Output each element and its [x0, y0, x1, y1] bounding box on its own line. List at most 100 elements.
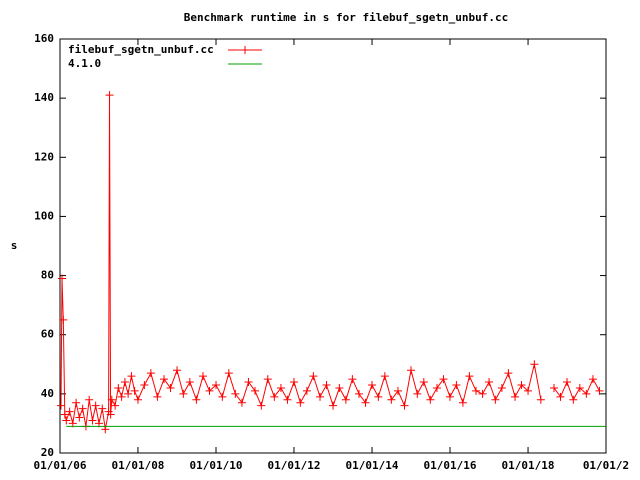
point-marker [106, 410, 115, 419]
point-marker [536, 395, 545, 404]
point-marker [361, 398, 370, 407]
y-tick-label: 120 [34, 150, 54, 163]
point-marker [374, 392, 383, 401]
point-marker [218, 392, 227, 401]
point-marker [478, 389, 487, 398]
point-marker [198, 372, 207, 381]
point-marker [114, 383, 123, 392]
x-tick-label: 01/01/18 [502, 459, 555, 472]
point-marker [400, 401, 409, 410]
point-marker [569, 395, 578, 404]
point-marker [341, 395, 350, 404]
x-tick-label: 01/01/2 [583, 459, 629, 472]
point-marker [439, 375, 448, 384]
point-marker [78, 404, 87, 413]
point-marker [60, 410, 69, 419]
x-tick-label: 01/01/12 [267, 459, 320, 472]
x-tick-label: 01/01/06 [34, 459, 87, 472]
point-marker [117, 392, 126, 401]
point-marker [105, 91, 114, 100]
point-marker [124, 389, 133, 398]
point-marker [472, 386, 481, 395]
legend-label: filebuf_sgetn_unbuf.cc [68, 43, 214, 56]
point-marker [130, 386, 139, 395]
y-tick-label: 160 [34, 32, 54, 45]
point-marker [160, 375, 169, 384]
y-tick-label: 80 [41, 269, 54, 282]
point-marker [111, 401, 120, 410]
point-marker [244, 378, 253, 387]
point-marker [296, 398, 305, 407]
point-marker [173, 366, 182, 375]
point-marker [368, 380, 377, 389]
point-marker [56, 401, 65, 410]
point-marker [237, 398, 246, 407]
y-tick-label: 60 [41, 328, 54, 341]
point-marker [257, 401, 266, 410]
point-marker [432, 383, 441, 392]
point-marker [140, 380, 149, 389]
point-marker [419, 378, 428, 387]
point-marker [452, 380, 461, 389]
point-marker [348, 375, 357, 384]
point-marker [58, 274, 67, 283]
point-marker [120, 378, 129, 387]
point-marker [549, 383, 558, 392]
point-marker [75, 413, 84, 422]
point-marker [270, 392, 279, 401]
point-marker [179, 389, 188, 398]
point-marker [107, 395, 116, 404]
point-marker [146, 369, 155, 378]
point-marker [212, 380, 221, 389]
point-marker [98, 404, 107, 413]
point-marker [72, 398, 81, 407]
point-marker [355, 389, 364, 398]
point-marker [458, 398, 467, 407]
point-marker [153, 392, 162, 401]
point-marker [380, 372, 389, 381]
plot-frame [59, 38, 607, 454]
point-marker [62, 416, 71, 425]
point-marker [465, 372, 474, 381]
point-marker [497, 383, 506, 392]
point-marker [65, 407, 74, 416]
x-tick-label: 01/01/10 [190, 459, 243, 472]
point-marker [91, 401, 100, 410]
point-marker [530, 360, 539, 369]
point-marker [59, 315, 68, 324]
point-marker [250, 386, 259, 395]
point-marker [387, 395, 396, 404]
point-marker [575, 383, 584, 392]
x-tick-label: 01/01/16 [423, 459, 476, 472]
point-marker [445, 392, 454, 401]
point-marker [185, 378, 194, 387]
point-marker [309, 372, 318, 381]
point-marker [192, 395, 201, 404]
point-marker [85, 395, 94, 404]
point-marker [283, 395, 292, 404]
point-marker [595, 386, 604, 395]
point-marker [276, 383, 285, 392]
point-marker [588, 375, 597, 384]
point-marker [231, 389, 240, 398]
point-marker [491, 395, 500, 404]
legend-marker [241, 46, 249, 54]
y-tick-label: 40 [41, 387, 54, 400]
point-marker [322, 380, 331, 389]
point-marker [127, 372, 136, 381]
point-marker [133, 395, 142, 404]
point-marker [88, 416, 97, 425]
y-axis-label: s [11, 239, 18, 252]
legend-label: 4.1.0 [68, 57, 101, 70]
point-marker [426, 395, 435, 404]
x-tick-label: 01/01/08 [111, 459, 164, 472]
point-marker [517, 380, 526, 389]
point-marker [329, 401, 338, 410]
point-marker [302, 386, 311, 395]
y-tick-label: 100 [34, 209, 54, 222]
y-tick-label: 140 [34, 91, 54, 104]
point-marker [524, 386, 533, 395]
point-marker [335, 383, 344, 392]
point-marker [205, 386, 214, 395]
